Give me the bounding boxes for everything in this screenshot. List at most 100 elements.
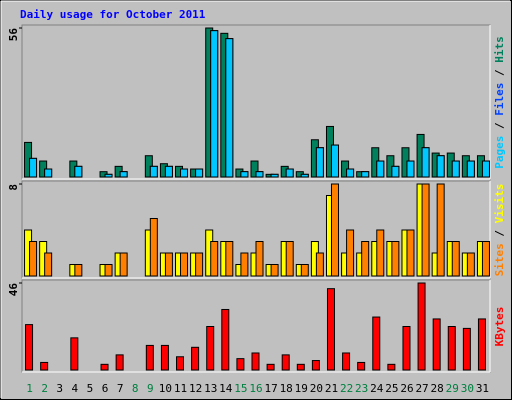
x-tick-label: 8 — [132, 382, 139, 395]
bar — [160, 344, 169, 371]
bar — [285, 241, 294, 277]
bar — [436, 155, 445, 178]
x-tick-label: 14 — [219, 382, 233, 395]
x-tick-label: 3 — [56, 382, 63, 395]
bar — [376, 160, 385, 178]
bar — [270, 173, 279, 178]
bar — [326, 288, 335, 371]
x-tick-label: 31 — [476, 382, 489, 395]
bar — [402, 326, 411, 371]
bar — [145, 344, 154, 371]
bar — [210, 241, 219, 277]
bar — [25, 324, 34, 371]
y-tick-label: 56 — [7, 28, 20, 42]
bar — [104, 173, 113, 178]
bar — [164, 165, 173, 178]
bar — [330, 183, 339, 277]
x-tick-label: 15 — [234, 382, 247, 395]
x-tick-label: 12 — [189, 382, 202, 395]
bar — [221, 308, 230, 371]
bar — [236, 358, 245, 371]
bar — [195, 252, 204, 277]
bar — [40, 361, 49, 371]
bar — [447, 326, 456, 371]
bar — [477, 318, 486, 371]
legend-entry: Sites — [493, 243, 506, 276]
bar — [436, 183, 445, 277]
bar — [315, 252, 324, 277]
bar — [311, 360, 320, 371]
bar — [240, 252, 249, 277]
bar — [176, 356, 185, 371]
bar — [206, 326, 215, 371]
bar — [346, 168, 355, 178]
bar — [100, 363, 109, 371]
bar — [266, 363, 275, 371]
bar — [300, 173, 309, 178]
bar — [387, 363, 396, 371]
bar — [281, 354, 290, 371]
legend-separator: / — [493, 223, 506, 243]
bar — [372, 316, 381, 371]
bar — [346, 229, 355, 277]
x-tick-label: 28 — [431, 382, 444, 395]
x-tick-label: 19 — [295, 382, 308, 395]
bar — [180, 252, 189, 277]
x-tick-label: 9 — [147, 382, 154, 395]
x-tick-label: 29 — [446, 382, 459, 395]
x-tick-label: 24 — [370, 382, 384, 395]
x-tick-label: 21 — [325, 382, 338, 395]
bar — [315, 147, 324, 178]
bar — [296, 363, 305, 371]
bar — [432, 318, 441, 371]
bar — [104, 264, 113, 277]
x-tick-label: 11 — [174, 382, 187, 395]
bar — [119, 171, 128, 178]
bar — [225, 38, 234, 178]
bar — [270, 264, 279, 277]
x-tick-label: 27 — [415, 382, 428, 395]
legend-separator: / — [493, 116, 506, 136]
bar — [357, 361, 366, 371]
bar — [164, 252, 173, 277]
bar — [119, 252, 128, 277]
bar — [361, 171, 370, 178]
x-tick-label: 13 — [204, 382, 217, 395]
bar — [149, 218, 158, 277]
bar — [115, 354, 124, 371]
bar — [195, 168, 204, 178]
bar — [406, 160, 415, 178]
bar — [300, 264, 309, 277]
x-tick-label: 18 — [280, 382, 293, 395]
bar — [29, 241, 38, 277]
bar — [417, 282, 426, 371]
x-tick-label: 17 — [264, 382, 277, 395]
bar — [285, 168, 294, 178]
legend-entry: Hits — [493, 36, 506, 63]
bar — [240, 171, 249, 178]
bar — [330, 144, 339, 178]
legend-entry: KBytes — [493, 307, 506, 347]
x-tick-label: 6 — [102, 382, 109, 395]
y-tick-label: 46 — [7, 283, 20, 297]
bar — [70, 337, 79, 371]
x-tick-label: 30 — [461, 382, 474, 395]
bar — [250, 160, 259, 178]
bar — [406, 229, 415, 277]
bar — [251, 352, 260, 371]
bar — [451, 241, 460, 277]
bar — [149, 165, 158, 178]
y-tick-label: 8 — [7, 184, 20, 191]
legend-entry: Files — [493, 83, 506, 116]
bar — [481, 160, 490, 178]
legend-entry: Visits — [493, 184, 506, 224]
bar — [255, 171, 264, 178]
legend: KBytes — [493, 307, 506, 347]
x-tick-label: 2 — [41, 382, 48, 395]
bar — [210, 30, 219, 178]
bar — [225, 241, 234, 277]
x-tick-label: 20 — [310, 382, 323, 395]
bar — [421, 147, 430, 178]
x-tick-label: 16 — [249, 382, 262, 395]
